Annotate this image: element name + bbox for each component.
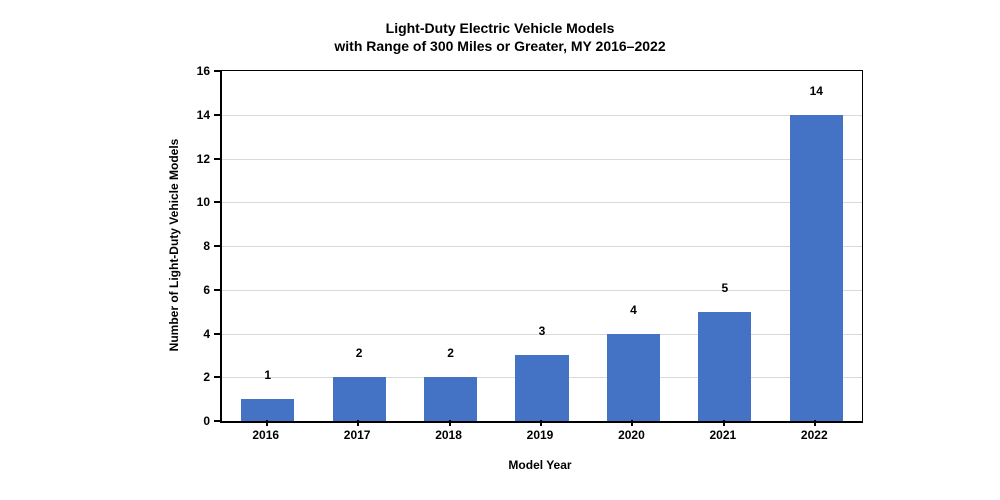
y-tick-label: 14 (182, 108, 210, 122)
y-tick-label: 6 (182, 283, 210, 297)
x-axis-label: Model Year (508, 458, 571, 472)
y-tick-mark (214, 333, 220, 335)
y-tick-mark (214, 420, 220, 422)
gridline (222, 115, 862, 116)
bar (698, 312, 751, 421)
y-tick-label: 2 (182, 370, 210, 384)
chart-title-line2: with Range of 300 Miles or Greater, MY 2… (0, 38, 1000, 54)
y-tick-label: 10 (182, 195, 210, 209)
y-tick-label: 12 (182, 152, 210, 166)
gridline (222, 290, 862, 291)
gridline (222, 246, 862, 247)
bar-value-label: 3 (539, 324, 546, 338)
bar-value-label: 2 (356, 346, 363, 360)
y-tick-mark (214, 114, 220, 116)
x-tick-label: 2016 (252, 428, 279, 442)
bar (241, 399, 294, 421)
y-axis-label: Number of Light-Duty Vehicle Models (167, 139, 181, 352)
x-tick-mark (266, 420, 268, 426)
y-tick-mark (214, 289, 220, 291)
y-tick-label: 4 (182, 327, 210, 341)
y-tick-label: 8 (182, 239, 210, 253)
bar (333, 377, 386, 421)
bar-value-label: 4 (630, 303, 637, 317)
y-tick-mark (214, 376, 220, 378)
y-tick-mark (214, 245, 220, 247)
x-tick-mark (540, 420, 542, 426)
bar-value-label: 1 (264, 368, 271, 382)
x-tick-label: 2019 (527, 428, 554, 442)
x-tick-label: 2022 (801, 428, 828, 442)
x-tick-mark (357, 420, 359, 426)
chart-canvas: Light-Duty Electric Vehicle Models with … (0, 0, 1000, 500)
gridline (222, 202, 862, 203)
bar (607, 334, 660, 422)
y-tick-mark (214, 201, 220, 203)
x-tick-label: 2017 (344, 428, 371, 442)
chart-title-line1: Light-Duty Electric Vehicle Models (0, 20, 1000, 36)
bar-value-label: 14 (810, 84, 823, 98)
x-tick-mark (631, 420, 633, 426)
bar-value-label: 2 (447, 346, 454, 360)
y-tick-label: 16 (182, 64, 210, 78)
x-tick-label: 2020 (618, 428, 645, 442)
bar (790, 115, 843, 421)
plot-area: 1 2 2 3 4 5 14 (220, 70, 863, 423)
y-tick-mark (214, 158, 220, 160)
y-tick-label: 0 (182, 414, 210, 428)
y-tick-mark (214, 70, 220, 72)
bar-value-label: 5 (722, 281, 729, 295)
x-tick-label: 2018 (435, 428, 462, 442)
bar (515, 355, 568, 421)
x-tick-mark (814, 420, 816, 426)
bar (424, 377, 477, 421)
x-tick-mark (449, 420, 451, 426)
x-tick-mark (723, 420, 725, 426)
gridline (222, 159, 862, 160)
x-tick-label: 2021 (709, 428, 736, 442)
